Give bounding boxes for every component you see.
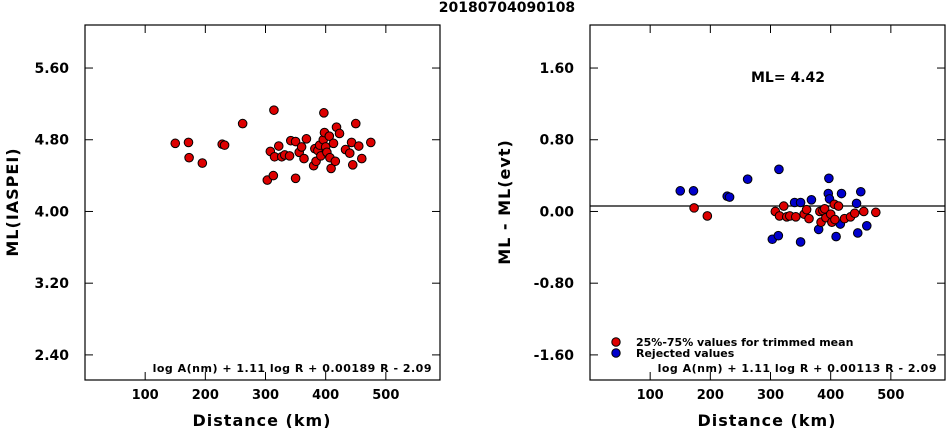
ml-annotation: ML= 4.42 <box>751 70 825 86</box>
station-point <box>330 156 341 167</box>
magnitude-y-tick-label: 4.00 <box>34 204 69 220</box>
rejected-point <box>795 237 806 247</box>
rejected-point <box>724 192 735 202</box>
magnitude-formula: log A(nm) + 1.11 log R + 0.00189 R - 2.0… <box>153 362 432 375</box>
residual-panel: 100 200 300 400 500 -1.60 -0.80 0.00 0.80 1.60 ML… <box>495 24 946 428</box>
magnitude-x-tick-label: 400 <box>312 388 339 403</box>
magnitude-panel: 100 200 300 400 500 2.40 3.20 4.00 4.80 5.60 Dist… <box>3 24 441 428</box>
chart-title: 20180704090108 <box>439 0 575 16</box>
used-point <box>790 212 801 222</box>
used-point <box>702 211 713 221</box>
station-point <box>344 148 355 158</box>
residual-plot-frame <box>589 24 946 381</box>
station-point <box>356 153 367 164</box>
used-point <box>778 201 789 211</box>
station-point <box>328 138 339 149</box>
station-point <box>319 108 329 118</box>
station-point <box>170 138 181 149</box>
residual-y-tick-label: 0.00 <box>539 204 574 220</box>
magnitude-y-tick-label: 4.80 <box>34 133 69 149</box>
rejected-point <box>831 231 841 242</box>
residual-y-tick-label: 1.60 <box>539 61 574 77</box>
station-point <box>219 140 230 150</box>
residual-x-tick-label: 500 <box>877 388 904 403</box>
rejected-point <box>806 195 817 205</box>
magnitude-points <box>170 105 376 185</box>
residual-y-tick-label: -1.60 <box>534 348 575 364</box>
station-point <box>237 118 248 129</box>
rejected-point <box>795 197 806 208</box>
residual-x-tick-label: 100 <box>637 388 664 403</box>
used-point <box>871 207 881 218</box>
rejected-point <box>861 221 872 231</box>
used-point <box>830 214 840 225</box>
rejected-point <box>836 188 847 199</box>
residual-points <box>675 164 881 247</box>
station-point <box>347 160 358 170</box>
station-point <box>334 128 345 139</box>
used-point <box>858 206 869 217</box>
station-point <box>269 105 279 115</box>
station-point <box>301 134 312 144</box>
residual-x-tick-label: 300 <box>757 388 784 403</box>
rejected-point <box>675 186 686 196</box>
residual-x-tick-label: 400 <box>817 388 844 403</box>
used-point <box>689 203 699 213</box>
station-point <box>296 142 307 152</box>
rejected-point <box>688 186 699 196</box>
rejected-point <box>852 228 863 238</box>
magnitude-y-axis-title: ML(IASPEI) <box>3 147 22 256</box>
rejected-point <box>742 174 753 184</box>
station-point <box>183 137 194 148</box>
magnitude-x-tick-label: 300 <box>252 388 279 403</box>
station-point <box>268 170 279 181</box>
residual-x-axis-title: Distance (km) <box>698 411 837 428</box>
residual-y-tick-label: -0.80 <box>534 276 575 292</box>
rejected-point <box>774 164 784 175</box>
used-point <box>849 208 860 219</box>
used-point <box>801 204 812 215</box>
station-point <box>366 137 376 148</box>
residual-ticks: 100 200 300 400 500 -1.60 -0.80 0.00 0.80 1.60 <box>534 25 945 403</box>
magnitude-y-tick-label: 2.40 <box>34 348 69 364</box>
rejected-point <box>773 230 784 241</box>
station-point <box>197 158 208 168</box>
used-point <box>819 203 830 214</box>
residual-x-tick-label: 200 <box>697 388 724 403</box>
station-point <box>273 141 284 151</box>
rejected-point <box>855 186 866 197</box>
magnitude-x-tick-label: 200 <box>192 388 219 403</box>
legend-rejected-label: Rejected values <box>636 347 735 360</box>
rejected-point <box>851 198 862 209</box>
residual-y-tick-label: 0.80 <box>539 133 574 149</box>
legend-used-label: 25%-75% values for trimmed mean <box>636 336 853 349</box>
station-point <box>290 136 301 147</box>
station-point <box>324 131 335 141</box>
magnitude-x-tick-label: 100 <box>132 388 159 403</box>
station-point <box>284 151 295 161</box>
rejected-point <box>824 173 834 184</box>
magnitude-x-tick-label: 500 <box>372 388 399 403</box>
legend-rejected-marker <box>611 348 621 358</box>
magnitude-x-axis-title: Distance (km) <box>193 411 332 428</box>
station-point <box>350 118 361 129</box>
station-point <box>299 153 309 164</box>
legend-used-marker <box>611 337 621 347</box>
station-point <box>184 152 194 163</box>
station-point <box>290 173 301 184</box>
residual-y-axis-title: ML - ML(evt) <box>495 139 514 265</box>
magnitude-y-tick-label: 3.20 <box>34 276 69 292</box>
magnitude-ticks: 100 200 300 400 500 2.40 3.20 4.00 4.80 5.60 <box>34 25 440 403</box>
used-point <box>804 213 814 224</box>
used-point <box>833 201 844 211</box>
station-point <box>326 163 336 174</box>
magnitude-y-tick-label: 5.60 <box>34 61 69 77</box>
magnitude-plot-frame <box>84 24 441 381</box>
station-point <box>353 141 364 151</box>
residual-formula: log A(nm) + 1.11 log R + 0.00113 R - 2.0… <box>658 362 937 375</box>
